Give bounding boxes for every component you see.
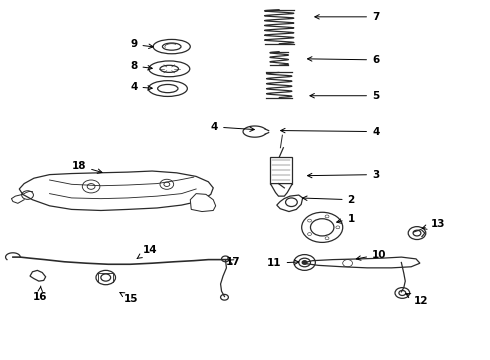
Text: 8: 8 — [130, 61, 152, 71]
Polygon shape — [19, 171, 213, 211]
Text: 9: 9 — [130, 40, 153, 49]
Polygon shape — [190, 194, 216, 212]
Text: 12: 12 — [406, 294, 428, 306]
Text: 15: 15 — [120, 292, 138, 304]
Text: 16: 16 — [32, 286, 47, 302]
Text: 13: 13 — [422, 219, 445, 229]
Polygon shape — [270, 184, 293, 196]
Text: 6: 6 — [308, 55, 379, 65]
Text: 7: 7 — [315, 12, 379, 22]
Text: 17: 17 — [225, 257, 240, 267]
Text: 5: 5 — [310, 91, 379, 101]
Text: 14: 14 — [137, 245, 157, 258]
Text: 4: 4 — [281, 127, 379, 136]
Polygon shape — [30, 270, 46, 281]
FancyBboxPatch shape — [270, 157, 293, 184]
Text: 4: 4 — [211, 122, 254, 132]
Polygon shape — [277, 195, 303, 212]
Text: 1: 1 — [337, 214, 355, 224]
Text: 18: 18 — [72, 161, 102, 173]
Polygon shape — [303, 257, 420, 268]
Text: 3: 3 — [308, 170, 379, 180]
Text: 2: 2 — [303, 195, 355, 205]
Text: 4: 4 — [130, 82, 152, 92]
Text: 10: 10 — [356, 249, 387, 260]
Text: 11: 11 — [267, 258, 299, 268]
Circle shape — [302, 261, 307, 264]
